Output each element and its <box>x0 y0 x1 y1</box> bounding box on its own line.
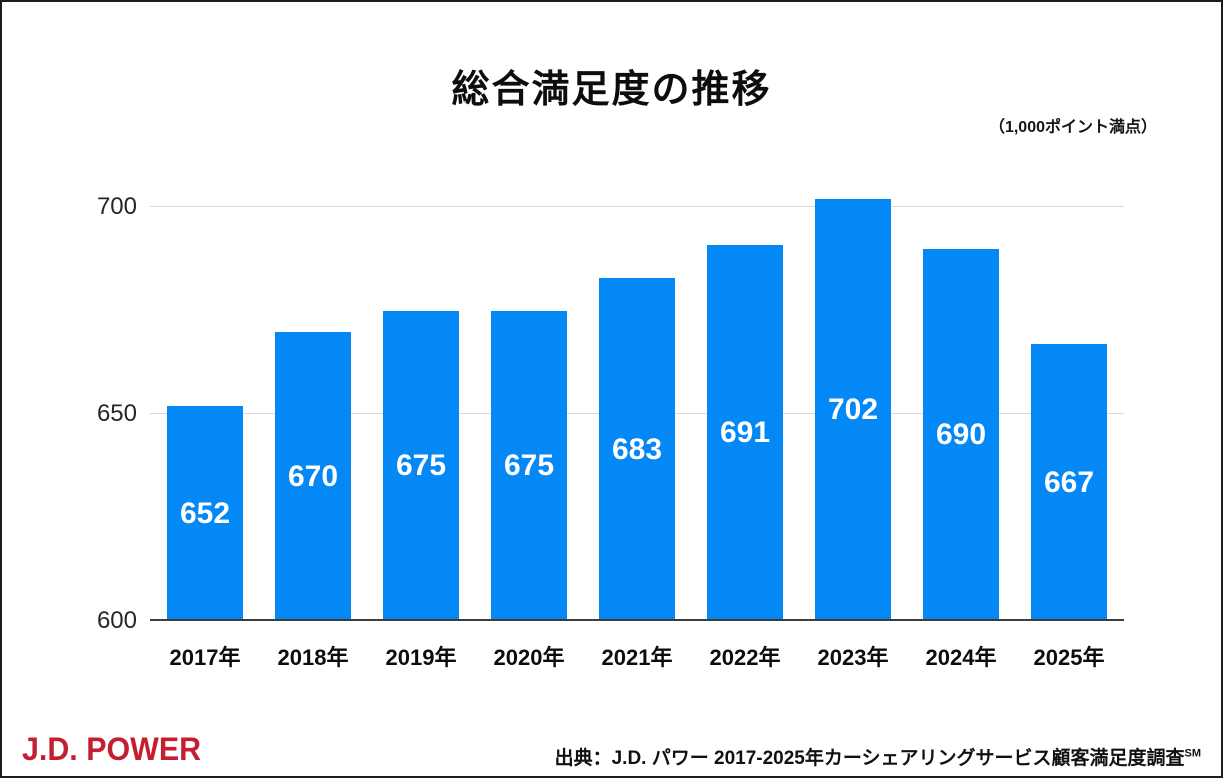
x-axis-label: 2017年 <box>169 645 241 670</box>
plot-area: 652 2017年 670 2018年 675 2019年 675 2020年 … <box>97 162 1124 669</box>
bar-value-label: 670 <box>287 459 339 493</box>
x-axis-label: 2018年 <box>277 645 349 670</box>
chart-title: 総合満足度の推移 <box>451 69 772 111</box>
bar-group: 652 2017年 <box>167 406 243 669</box>
y-tick-label-650: 650 <box>96 400 137 427</box>
bar-value-label: 667 <box>1043 465 1095 499</box>
bars-row: 652 2017年 670 2018年 675 2019年 675 2020年 … <box>150 162 1124 669</box>
bar-value-label: 691 <box>719 416 771 449</box>
y-tick-label-600: 600 <box>96 607 137 634</box>
bar-group: 675 2019年 <box>383 311 459 669</box>
x-axis-label: 2024年 <box>925 645 997 670</box>
bar-group: 683 2021年 <box>599 278 675 669</box>
bar-group: 690 2024年 <box>923 249 999 669</box>
bar-group: 670 2018年 <box>275 332 351 669</box>
x-axis-label: 2025年 <box>1033 645 1105 670</box>
y-tick-label-700: 700 <box>96 193 137 220</box>
bar-value-label: 683 <box>611 432 663 466</box>
jdpower-logo: J.D. POWER <box>22 731 202 767</box>
x-axis-line <box>150 619 1124 621</box>
x-axis-label: 2023年 <box>817 645 889 670</box>
x-axis-label: 2020年 <box>493 645 565 670</box>
gridline-700 <box>150 206 1124 207</box>
scale-note: （1,000ポイント満点） <box>988 119 1157 136</box>
bar-group: 691 2022年 <box>707 245 783 669</box>
bar-value-label: 702 <box>827 393 879 426</box>
x-axis-label: 2022年 <box>709 645 781 670</box>
bar-value-label: 652 <box>179 496 231 530</box>
source-citation: 出典：J.D. パワー 2017-2025年カーシェアリングサービス顧客満足度調… <box>555 743 1201 770</box>
service-mark: SM <box>1184 747 1202 760</box>
bar-value-label: 690 <box>935 418 987 451</box>
x-axis-label: 2021年 <box>601 645 673 670</box>
bar-group: 667 2025年 <box>1031 344 1107 669</box>
bar-group: 675 2020年 <box>491 311 567 669</box>
bar-value-label: 675 <box>395 449 447 482</box>
bar-group: 702 2023年 <box>815 199 891 669</box>
bar-value-label: 675 <box>503 449 555 482</box>
source-text: 出典：J.D. パワー 2017-2025年カーシェアリングサービス顧客満足度調… <box>554 748 1185 769</box>
x-axis-label: 2019年 <box>385 645 457 670</box>
